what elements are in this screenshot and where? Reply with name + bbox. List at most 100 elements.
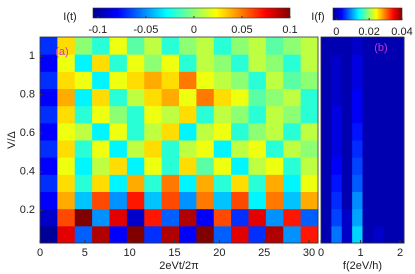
heat-cell: [231, 88, 249, 107]
heat-cell: [248, 71, 267, 89]
heat-cell: [362, 208, 374, 227]
y-tick-label: 0.4: [20, 166, 35, 178]
heat-cell: [341, 208, 353, 227]
heat-cell: [300, 157, 319, 175]
heat-cell: [57, 105, 76, 124]
heat-cell: [126, 37, 145, 55]
heat-cell: [321, 225, 332, 244]
heat-cell: [179, 140, 197, 158]
colorbar: [332, 7, 403, 21]
heat-cell: [57, 208, 76, 227]
heat-cell: [74, 157, 93, 175]
heat-cell: [126, 140, 145, 158]
heat-cell: [161, 225, 180, 244]
heat-cell: [126, 105, 145, 124]
heat-cell: [362, 140, 374, 158]
heat-cell: [341, 105, 353, 124]
heat-cell: [352, 88, 363, 107]
heat-cell: [362, 54, 374, 72]
x-tick-label: 30: [303, 247, 315, 259]
x-axis-label: 2eVt/2π: [159, 260, 199, 272]
heat-cell: [144, 122, 163, 141]
heat-cell: [331, 105, 343, 124]
heat-cell: [283, 157, 302, 175]
heat-cell: [92, 225, 110, 244]
heat-cell: [179, 105, 197, 124]
heat-cell: [352, 191, 363, 210]
heat-cell: [352, 157, 363, 175]
heat-cell: [341, 37, 353, 55]
heat-cell: [341, 71, 353, 89]
heat-cell: [283, 37, 302, 55]
heat-cell: [283, 191, 302, 210]
heat-cell: [231, 174, 249, 192]
heat-cell: [40, 191, 58, 210]
heat-cell: [352, 174, 363, 192]
heat-cell: [40, 174, 58, 192]
heat-cell: [161, 191, 180, 210]
heat-cell: [265, 208, 284, 227]
heat-cell: [300, 54, 319, 72]
heat-cell: [179, 191, 197, 210]
heat-cell: [265, 37, 284, 55]
heat-cell: [331, 54, 343, 72]
heat-cell: [352, 225, 363, 244]
heat-cell: [179, 122, 197, 141]
heat-cell: [331, 71, 343, 89]
heat-cell: [231, 37, 249, 55]
heat-cell: [321, 71, 332, 89]
x-tick-label: 10: [124, 247, 136, 259]
heat-cell: [144, 157, 163, 175]
heat-cell: [372, 71, 384, 89]
heat-cell: [161, 157, 180, 175]
heat-cell: [57, 88, 76, 107]
heat-cell: [248, 140, 267, 158]
heat-cell: [231, 157, 249, 175]
heat-cell: [213, 225, 232, 244]
heat-cell: [231, 54, 249, 72]
heat-cell: [161, 71, 180, 89]
heat-cell: [248, 122, 267, 141]
heat-cell: [109, 140, 128, 158]
heat-cell: [40, 54, 58, 72]
heat-cell: [265, 71, 284, 89]
heat-cell: [383, 191, 395, 210]
heat-cell: [383, 225, 395, 244]
heat-cell: [372, 157, 384, 175]
heat-cell: [213, 140, 232, 158]
heat-cell: [248, 174, 267, 192]
heat-cell: [300, 225, 319, 244]
heat-cell: [231, 122, 249, 141]
heat-cell: [248, 191, 267, 210]
heat-cell: [248, 88, 267, 107]
heat-cell: [126, 208, 145, 227]
heat-cell: [383, 122, 395, 141]
heat-cell: [321, 174, 332, 192]
heat-cell: [362, 105, 374, 124]
y-tick-label: 0.6: [20, 127, 35, 139]
heat-cell: [372, 208, 384, 227]
heat-cell: [283, 105, 302, 124]
heat-cell: [213, 157, 232, 175]
heat-cell: [74, 191, 93, 210]
heat-cell: [213, 191, 232, 210]
heat-cell: [144, 140, 163, 158]
heat-cell: [144, 71, 163, 89]
y-tick-label: 0.8: [20, 89, 35, 101]
heat-cell: [341, 225, 353, 244]
heat-cell: [300, 37, 319, 55]
heat-cell: [109, 105, 128, 124]
heat-cell: [393, 174, 405, 192]
heat-cell: [196, 71, 215, 89]
heat-cell: [179, 71, 197, 89]
heat-cell: [196, 191, 215, 210]
heat-cell: [248, 225, 267, 244]
heat-cell: [231, 208, 249, 227]
heat-cell: [372, 37, 384, 55]
panel-label: (a): [55, 46, 68, 58]
heat-cell: [321, 157, 332, 175]
heat-cell: [300, 140, 319, 158]
heat-cell: [213, 54, 232, 72]
heat-cell: [179, 54, 197, 72]
heat-cell: [352, 122, 363, 141]
